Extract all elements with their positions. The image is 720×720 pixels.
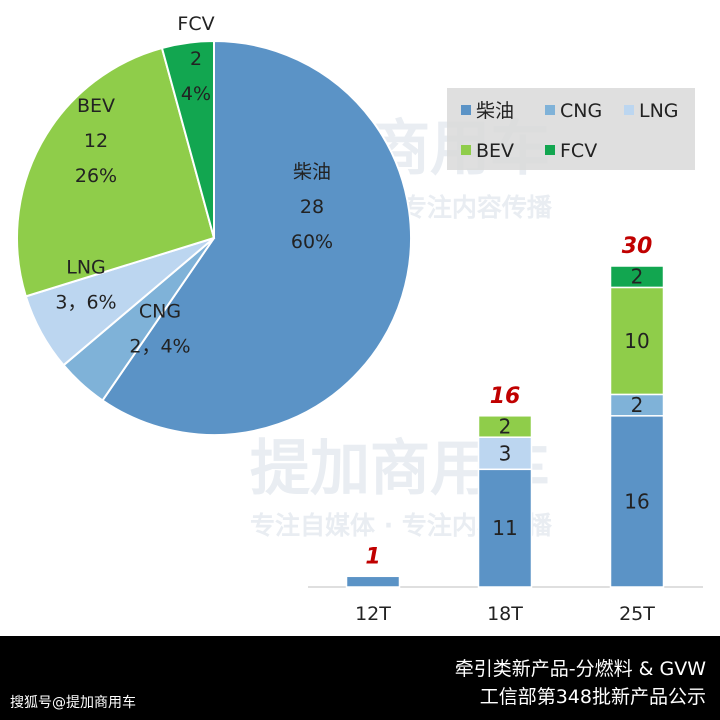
bar-value-18T-BEV: 2 (499, 415, 512, 439)
pie-label-FCV-0: FCV (177, 13, 214, 35)
bar-segment-18T-LNG (477, 436, 533, 471)
pie-label-柴油-1: 28 (300, 196, 324, 218)
bar-value-18T-LNG: 3 (499, 441, 512, 465)
legend-label-柴油: 柴油 (476, 100, 514, 122)
pie-slice-柴油 (101, 39, 413, 436)
bar-total-25T: 30 (622, 234, 653, 259)
pie-label-BEV-0: BEV (77, 95, 115, 117)
pie-label-LNG-1: 3，6% (55, 292, 116, 314)
pie-label-BEV-1: 12 (84, 130, 108, 152)
legend-box (447, 88, 695, 170)
legend-swatch-BEV (461, 145, 471, 155)
bar-value-25T-FCV: 2 (631, 265, 644, 289)
legend-swatch-LNG (624, 105, 634, 115)
bar-segment-25T-柴油 (609, 415, 665, 588)
bar-segment-25T-FCV (609, 265, 665, 289)
pie-slice-BEV (16, 46, 216, 298)
pie-chart (16, 39, 413, 436)
bar-value-25T-CNG: 2 (631, 393, 644, 417)
footer-subtitle: 工信部第348批新产品公示 (479, 686, 706, 708)
pie-label-BEV-2: 26% (75, 165, 117, 187)
pie-label-LNG-0: LNG (66, 257, 106, 279)
pie-label-柴油-2: 60% (291, 231, 333, 253)
footer-title: 牵引类新产品-分燃料 & GVW (454, 658, 706, 680)
pie-label-CNG-1: 2，4% (129, 336, 190, 358)
bar-total-12T: 1 (365, 544, 380, 569)
bar-segment-12T-柴油 (345, 575, 401, 588)
legend-swatch-CNG (545, 105, 555, 115)
legend-label-LNG: LNG (639, 100, 679, 122)
legend-swatch-柴油 (461, 105, 471, 115)
legend-label-CNG: CNG (560, 100, 602, 122)
bar-total-18T: 16 (490, 384, 521, 409)
legend-label-BEV: BEV (476, 140, 514, 162)
legend-swatch-FCV (545, 145, 555, 155)
bar-segment-18T-BEV (477, 415, 533, 438)
bar-category-25T: 25T (619, 603, 655, 625)
bar-value-25T-BEV: 10 (624, 329, 649, 353)
legend-label-FCV: FCV (560, 140, 597, 162)
pie-slice-FCV (160, 39, 215, 239)
bar-value-18T-柴油: 11 (492, 516, 517, 540)
pie-label-FCV-1: 2 (190, 48, 202, 70)
bar-segment-18T-柴油 (477, 468, 533, 588)
bar-segment-25T-BEV (609, 286, 665, 396)
bar-category-18T: 18T (487, 603, 523, 625)
bar-value-25T-柴油: 16 (624, 489, 649, 513)
pie-label-CNG-0: CNG (139, 301, 181, 323)
footer-credit: 搜狐号@提加商用车 (10, 695, 136, 711)
footer-bar: 牵引类新产品-分燃料 & GVW 工信部第348批新产品公示 搜狐号@提加商用车 (0, 636, 720, 720)
pie-label-FCV-2: 4% (181, 83, 211, 105)
bar-category-12T: 12T (355, 603, 391, 625)
pie-label-柴油-0: 柴油 (293, 161, 331, 183)
